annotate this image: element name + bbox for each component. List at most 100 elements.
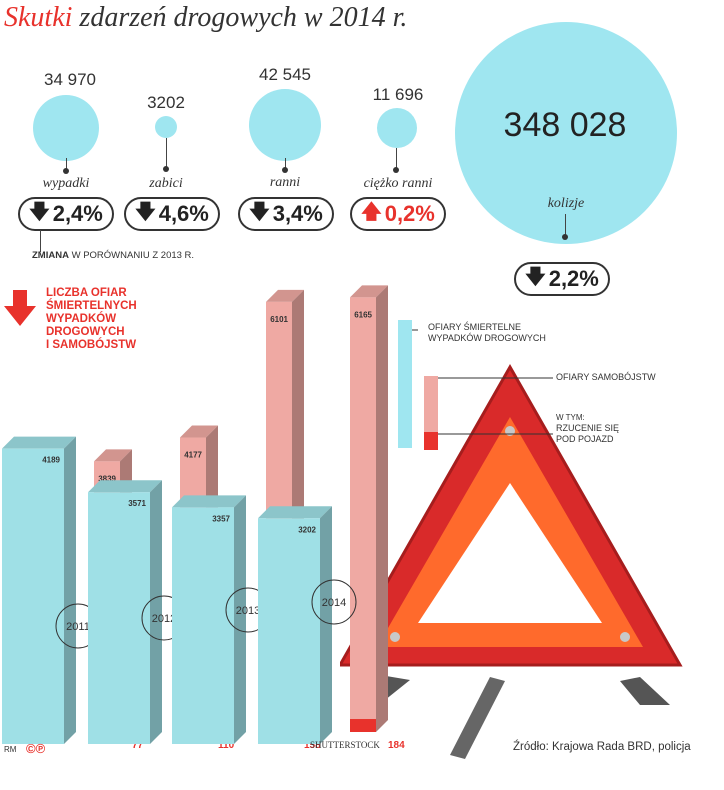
bar-suicide-top bbox=[350, 285, 388, 298]
value-label-under-vehicle: 184 bbox=[388, 740, 405, 750]
chart-heading: LICZBA OFIAR ŚMIERTELNYCH WYPADKÓW DROGO… bbox=[46, 287, 137, 352]
bar-road bbox=[88, 492, 150, 744]
change-note-stem bbox=[40, 230, 41, 252]
legend-road-line: OFIARY ŚMIERTELNE bbox=[428, 322, 522, 332]
arrow-down-icon: 🡇 bbox=[29, 201, 50, 223]
bar-suicide bbox=[350, 297, 376, 732]
change-badge-ciezko-ranni: 🡅 0,2% bbox=[350, 197, 446, 231]
bar-suicide-top bbox=[94, 449, 132, 462]
change-value-ranni: 3,4% bbox=[272, 201, 323, 226]
chart-legend-swatches bbox=[398, 320, 553, 450]
change-badge-wypadki: 🡇 2,4% bbox=[18, 197, 114, 231]
legend-under-vehicle-line: RZUCENIE SIĘ bbox=[556, 423, 620, 433]
change-value-wypadki: 2,4% bbox=[52, 201, 103, 226]
change-badge-zabici: 🡇 4,6% bbox=[124, 197, 220, 231]
stat-value-zabici: 3202 bbox=[147, 93, 185, 112]
bar-under-vehicle bbox=[350, 719, 376, 732]
value-label-under-vehicle: 110 bbox=[218, 740, 235, 750]
bar-chart: 3839 77 4177 110 6101 158 6165 184 4189 2011 3571 2… bbox=[2, 285, 405, 750]
change-note-bold: ZMIANA bbox=[32, 250, 69, 261]
chart-heading-line: I SAMOBÓJSTW bbox=[46, 339, 137, 351]
bar-road bbox=[2, 448, 64, 744]
bar-road-top bbox=[88, 480, 162, 493]
stat-dot-ciezko-ranni bbox=[393, 167, 399, 173]
year-circle bbox=[311, 579, 357, 625]
author-credit: RM bbox=[4, 745, 17, 754]
legend-swatch-suicide bbox=[424, 376, 438, 450]
bar-road-top bbox=[258, 506, 332, 519]
year-label: 2014 bbox=[322, 597, 346, 609]
chart-heading-line: DROGOWYCH bbox=[46, 326, 125, 338]
photo-credit: SHUTTERSTOCK bbox=[310, 740, 380, 750]
legend-in-that-label: W TYM: bbox=[556, 413, 585, 422]
bar-road-side bbox=[64, 436, 76, 744]
legend-swatch-road bbox=[398, 320, 412, 448]
bar-road-side bbox=[320, 506, 332, 744]
stat-circle-ranni bbox=[249, 89, 321, 161]
value-label-road: 4189 bbox=[42, 456, 60, 465]
legend-road-line: WYPADKÓW DROGOWYCH bbox=[428, 333, 546, 343]
stat-stem-zabici bbox=[166, 138, 167, 168]
change-value-zabici: 4,6% bbox=[158, 201, 209, 226]
value-label-suicide: 6101 bbox=[270, 315, 288, 324]
stat-label-ciezko-ranni: ciężko ranni bbox=[363, 176, 433, 191]
page-title: Skutki zdarzeń drogowych w 2014 r. bbox=[4, 2, 407, 34]
stat-dot-kolizje bbox=[562, 234, 568, 240]
stat-value-wypadki: 34 970 bbox=[44, 70, 96, 89]
bar-road bbox=[172, 507, 234, 744]
arrow-down-icon: 🡇 bbox=[525, 266, 546, 288]
change-badge-ranni: 🡇 3,4% bbox=[238, 197, 334, 231]
stat-value-ranni: 42 545 bbox=[259, 65, 311, 84]
title-rest: zdarzeń drogowych w 2014 r. bbox=[72, 2, 408, 33]
bar-road-top bbox=[2, 436, 76, 449]
stat-stem-kolizje bbox=[565, 214, 566, 236]
stat-dot-zabici bbox=[163, 166, 169, 172]
year-label: 2013 bbox=[236, 605, 260, 617]
change-note-rest: W PORÓWNANIU Z 2013 R. bbox=[68, 250, 195, 261]
stat-circle-kolizje bbox=[455, 22, 677, 244]
value-label-suicide: 4177 bbox=[184, 451, 202, 460]
bar-road-top bbox=[172, 495, 246, 508]
stat-stem-ranni bbox=[285, 158, 286, 170]
arrow-up-icon: 🡅 bbox=[361, 201, 382, 223]
stat-label-kolizje: kolizje bbox=[547, 196, 585, 211]
value-label-under-vehicle: 77 bbox=[132, 740, 144, 750]
year-label: 2012 bbox=[152, 613, 176, 625]
stat-circle-zabici bbox=[155, 116, 177, 138]
legend-under-vehicle-line: POD POJAZD bbox=[556, 434, 614, 444]
arrow-down-icon: 🡇 bbox=[249, 201, 270, 223]
bar-suicide-top bbox=[266, 289, 304, 302]
value-label-suicide: 3839 bbox=[98, 474, 116, 483]
bar-suicide-side bbox=[376, 285, 388, 732]
arrow-down-icon: 🡇 bbox=[135, 201, 156, 223]
title-accent: Skutki bbox=[4, 2, 73, 33]
legend-road-label: OFIARY ŚMIERTELNE WYPADKÓW DROGOWYCH bbox=[428, 322, 546, 344]
value-label-road: 3571 bbox=[128, 499, 146, 508]
chart-heading-line: WYPADKÓW bbox=[46, 313, 117, 325]
legend-swatch-under-vehicle bbox=[424, 432, 438, 450]
value-label-road: 3202 bbox=[298, 525, 316, 534]
bar-road-side bbox=[150, 480, 162, 744]
value-label-suicide: 6165 bbox=[354, 310, 372, 319]
stat-dot-ranni bbox=[282, 167, 288, 173]
year-label: 2011 bbox=[66, 621, 90, 633]
bar-road-side bbox=[234, 495, 246, 744]
source-note: Źródło: Krajowa Rada BRD, policja bbox=[513, 741, 691, 753]
change-note: ZMIANA W PORÓWNANIU Z 2013 R. bbox=[32, 250, 194, 261]
legend-suicide-label: OFIARY SAMOBÓJSTW bbox=[556, 372, 656, 382]
bar-road bbox=[258, 518, 320, 744]
stat-label-zabici: zabici bbox=[149, 176, 183, 191]
stat-stem-ciezko-ranni bbox=[396, 148, 397, 168]
warning-triangle-icon bbox=[340, 363, 683, 759]
change-value-ciezko-ranni: 0,2% bbox=[384, 201, 435, 226]
change-badge-kolizje: 🡇 2,2% bbox=[514, 262, 610, 296]
value-label-road: 3357 bbox=[212, 514, 230, 523]
stat-value-kolizje: 348 028 bbox=[503, 106, 627, 144]
bar-suicide-top bbox=[180, 425, 218, 438]
stat-circle-ciezko-ranni bbox=[377, 108, 417, 148]
stat-stem-wypadki bbox=[66, 158, 67, 170]
stat-label-ranni: ranni bbox=[269, 175, 301, 190]
stat-circle-wypadki bbox=[33, 95, 99, 161]
legend-under-vehicle-label: RZUCENIE SIĘ POD POJAZD bbox=[556, 423, 619, 445]
